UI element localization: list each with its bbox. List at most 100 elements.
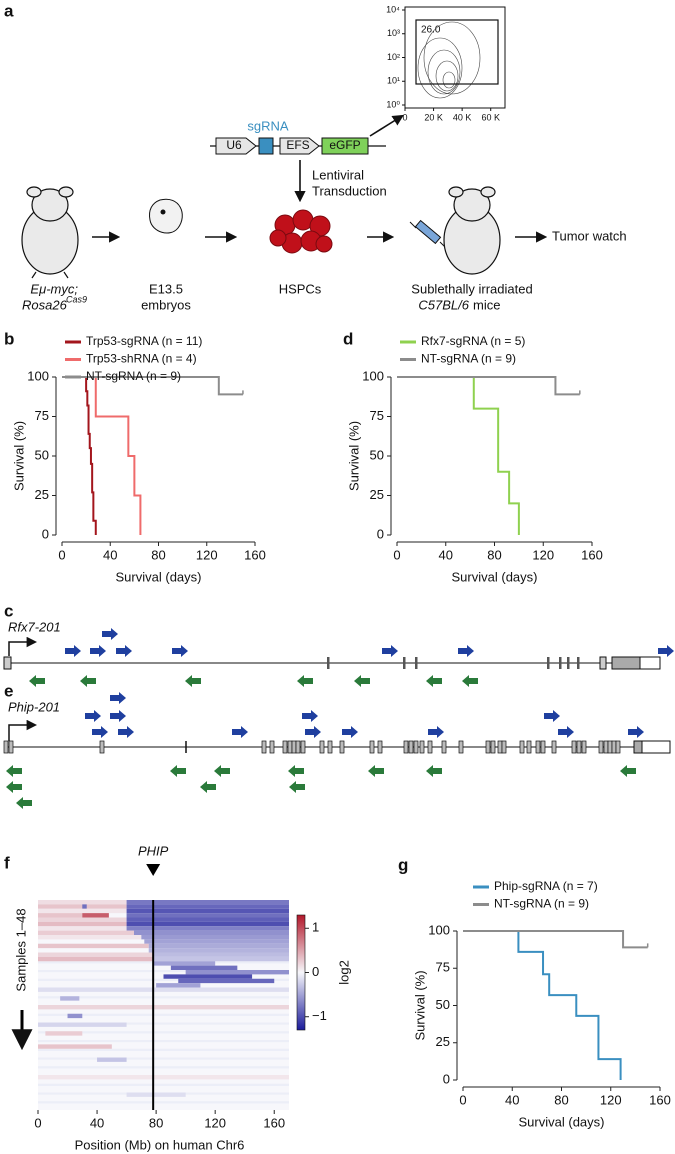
transduction-label: Lentiviral [312, 167, 364, 182]
sgrna-arrow-forward [342, 726, 358, 738]
row-stripe [38, 1066, 289, 1069]
x-tick-label: 40 [103, 547, 117, 562]
sgrna-arrow-forward [90, 645, 106, 657]
exon [441, 740, 447, 754]
colorbar-tick-label: −1 [312, 1008, 327, 1023]
exon [519, 740, 525, 754]
legend-label: NT-sgRNA (n = 9) [86, 369, 181, 383]
heatmap-cell [38, 930, 134, 935]
tss-arrow [8, 636, 38, 656]
exon [485, 740, 491, 754]
heatmap-cell [38, 904, 127, 909]
exon [577, 657, 580, 669]
row-stripe [38, 1101, 289, 1104]
heatmap-cell [126, 1092, 186, 1097]
gene-label: Phip-201 [8, 699, 60, 714]
exon [551, 740, 557, 754]
sgrna-label: sgRNA [247, 118, 289, 133]
sgrna-arrow-forward [628, 726, 644, 738]
y-tick-label: 75 [370, 408, 384, 423]
contour-line [427, 49, 461, 95]
gene-label: Rfx7-201 [8, 619, 61, 634]
panel-label: b [4, 329, 14, 348]
heatmap-cell [153, 956, 289, 962]
x-tick-label: 60 K [481, 112, 500, 122]
contour-line [442, 71, 456, 89]
heatmap-cell [126, 904, 290, 909]
panel-label: g [398, 855, 408, 874]
tss-arrow [8, 719, 38, 741]
sgrna-arrow-reverse [6, 765, 22, 777]
row-stripe [38, 978, 289, 981]
exon [540, 740, 546, 754]
y-tick-label: 0 [443, 1071, 450, 1086]
x-tick-label: 40 K [453, 112, 472, 122]
sgrna-arrow-forward [232, 726, 248, 738]
x-tick-label: 0 [402, 112, 407, 122]
exon [327, 740, 333, 754]
heatmap-cell [82, 904, 87, 909]
heatmap-cell [126, 921, 290, 927]
x-tick-label: 120 [532, 547, 554, 562]
sgrna-arrow-forward [92, 726, 108, 738]
exon [581, 740, 587, 754]
sgrna-arrow-reverse [16, 797, 32, 809]
exon [571, 740, 577, 754]
legend-label: NT-sgRNA (n = 9) [494, 897, 589, 911]
sgrna-arrow-reverse [354, 675, 370, 687]
heatmap-cell [67, 1013, 83, 1019]
heatmap-cell [153, 952, 289, 957]
transduction-label: Transduction [312, 183, 387, 198]
exon [403, 657, 406, 669]
utr [611, 656, 641, 670]
x-tick-label: 160 [581, 547, 603, 562]
sgrna-arrow-forward [428, 726, 444, 738]
heatmap-cell [133, 930, 289, 935]
element-label: EFS [286, 138, 309, 152]
exon [8, 740, 14, 754]
row-stripe [38, 1022, 289, 1025]
y-tick-label: 10⁰ [386, 99, 400, 109]
vector-construct: U6 EFS eGFP sgRNA Lentiviral Transductio… [210, 114, 404, 203]
exon [261, 740, 267, 754]
donor-label: Rosa26 [22, 297, 68, 312]
exon [403, 740, 409, 754]
row-stripe [38, 1013, 289, 1016]
x-tick-label: 20 K [424, 112, 443, 122]
legend-label: Trp53-sgRNA (n = 11) [86, 334, 202, 348]
exon [427, 740, 433, 754]
heatmap-cell [38, 956, 154, 962]
exon [501, 740, 507, 754]
exon [99, 740, 105, 754]
row-stripe [38, 1083, 289, 1086]
sgrna-arrow-forward [102, 628, 118, 640]
heatmap-cell [141, 935, 289, 940]
y-axis-label: Survival (%) [11, 421, 26, 491]
syringe [409, 219, 448, 250]
contour-line [435, 60, 459, 92]
gate [415, 19, 499, 85]
exon [603, 740, 609, 754]
exon [615, 740, 621, 754]
sgrna-arrow-reverse [214, 765, 230, 777]
sgrna-arrow-reverse [6, 781, 22, 793]
x-tick-label: 160 [244, 547, 266, 562]
sgrna-arrow-forward [544, 710, 560, 722]
sgrna-arrow-forward [305, 726, 321, 738]
sgrna-arrow-reverse [620, 765, 636, 777]
survival-curve [397, 376, 520, 535]
x-tick-label: 80 [151, 547, 165, 562]
exon [300, 740, 306, 754]
survival-curve [397, 376, 580, 396]
exon [295, 740, 301, 754]
heatmap-cell [38, 1022, 127, 1027]
element-label: U6 [226, 138, 242, 152]
exon [458, 740, 464, 754]
sgrna-arrow-reverse [426, 765, 442, 777]
x-axis-label: Survival (days) [452, 569, 538, 584]
x-tick-label: 120 [196, 547, 218, 562]
heatmap-cell [45, 1031, 83, 1036]
exon [3, 656, 12, 670]
row-stripe [38, 1031, 289, 1034]
